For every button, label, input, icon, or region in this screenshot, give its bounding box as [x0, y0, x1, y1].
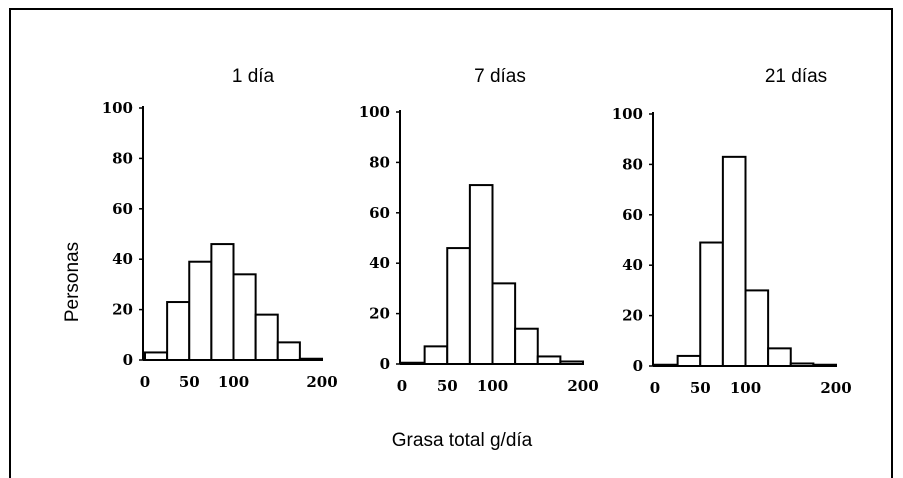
histogram-bar: [166, 301, 191, 362]
y-tick-label: 60: [622, 206, 643, 224]
histogram-bar: [144, 351, 169, 362]
y-tick-label: 0: [633, 357, 643, 375]
histogram-bar: [254, 313, 279, 362]
y-tick-label: 100: [612, 105, 643, 123]
histogram-bar: [744, 289, 770, 367]
y-tick-label: 80: [622, 155, 643, 173]
y-tick-label: 100: [102, 99, 133, 117]
y-tick-label: 20: [112, 301, 133, 319]
x-tick-label: 100: [477, 377, 508, 395]
x-tick-label: 200: [306, 373, 337, 391]
histogram-bar: [514, 327, 539, 365]
x-tick-label: 0: [650, 379, 660, 397]
histogram-bar: [468, 184, 494, 365]
figure-frame: [9, 8, 893, 478]
histogram-bar: [536, 355, 562, 366]
histogram-bar: [423, 345, 449, 365]
histogram-bar: [767, 347, 792, 367]
histogram-bar: [446, 247, 471, 365]
y-tick-label: 60: [112, 200, 133, 218]
y-tick-label: 40: [622, 256, 643, 274]
panel-title: 7 días: [474, 66, 526, 87]
y-axis-label: Personas: [62, 242, 83, 322]
panel-title: 1 día: [232, 66, 275, 87]
histogram-bar: [276, 341, 301, 361]
histogram-bar: [699, 241, 724, 368]
x-tick-label: 200: [567, 377, 598, 395]
histogram-bar: [721, 155, 747, 367]
y-tick-label: 20: [622, 307, 643, 325]
x-tick-label: 200: [820, 379, 851, 397]
x-axis-label: Grasa total g/día: [392, 430, 533, 451]
x-tick-label: 50: [179, 373, 200, 391]
y-tick-label: 0: [123, 351, 133, 369]
x-tick-label: 100: [730, 379, 761, 397]
y-tick-label: 40: [112, 250, 133, 268]
y-tick-label: 80: [369, 153, 390, 171]
histogram-bar: [232, 273, 257, 362]
x-tick-label: 50: [690, 379, 711, 397]
y-tick-label: 0: [380, 355, 390, 373]
panel-title: 21 días: [765, 66, 827, 87]
x-tick-label: 0: [397, 377, 407, 395]
histogram-bar: [188, 260, 213, 361]
x-tick-label: 0: [140, 373, 150, 391]
histogram-bar: [676, 354, 702, 368]
y-tick-label: 80: [112, 149, 133, 167]
y-tick-label: 40: [369, 254, 390, 272]
histogram-bar: [491, 282, 517, 365]
x-tick-label: 50: [437, 377, 458, 395]
y-tick-label: 100: [359, 103, 390, 121]
y-tick-label: 20: [369, 305, 390, 323]
y-tick-label: 60: [369, 204, 390, 222]
x-tick-label: 100: [218, 373, 249, 391]
histogram-bar: [210, 243, 235, 361]
